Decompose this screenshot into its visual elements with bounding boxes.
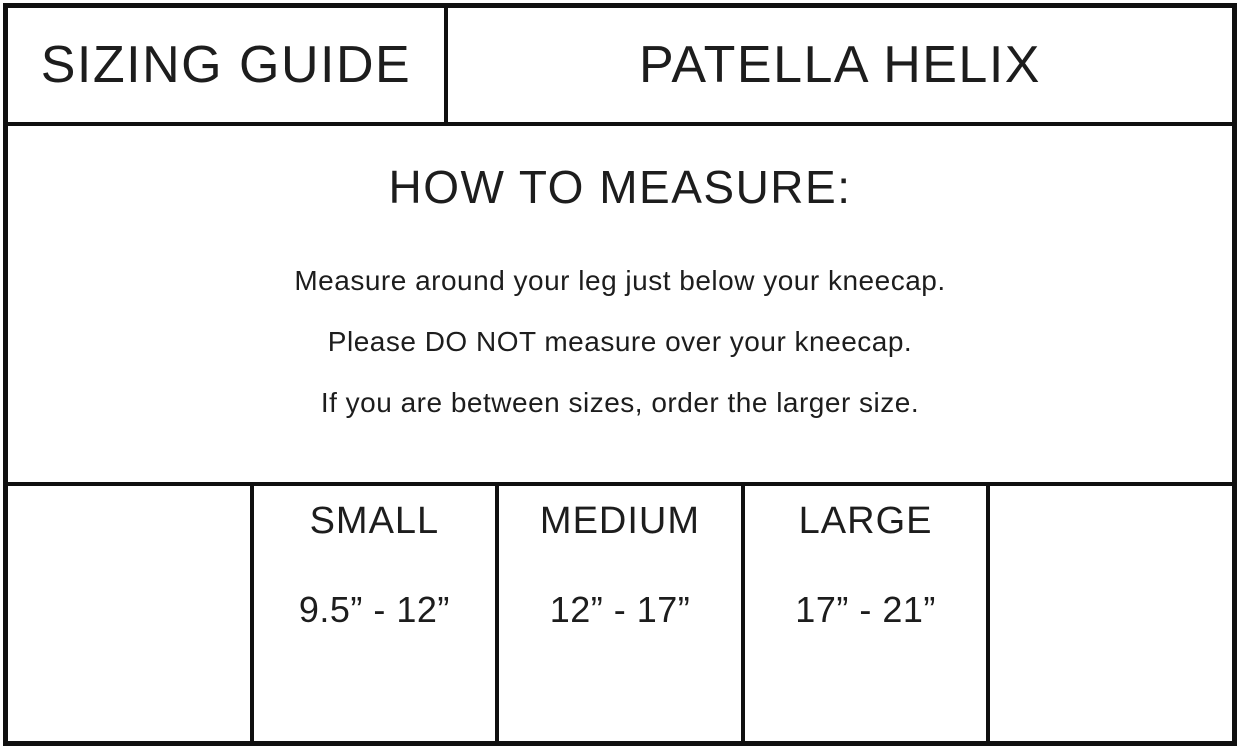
header-row: SIZING GUIDE PATELLA HELIX (8, 8, 1232, 126)
size-cell-empty-left (8, 486, 254, 741)
size-label-large: LARGE (798, 500, 933, 542)
sizing-guide-title: SIZING GUIDE (40, 36, 412, 94)
sizing-guide-title-cell: SIZING GUIDE (8, 8, 448, 122)
size-range-small: 9.5” - 12” (298, 589, 450, 630)
product-title-cell: PATELLA HELIX (448, 8, 1232, 122)
size-cell-large: LARGE 17” - 21” (745, 486, 991, 741)
how-to-measure-heading: HOW TO MEASURE: (388, 161, 852, 213)
size-table-row: SMALL 9.5” - 12” MEDIUM 12” - 17” LARGE … (8, 486, 1232, 741)
size-label-medium: MEDIUM (539, 500, 701, 542)
instruction-line-3: If you are between sizes, order the larg… (320, 387, 920, 418)
instruction-line-1: Measure around your leg just below your … (294, 265, 946, 296)
how-to-measure-section: HOW TO MEASURE: Measure around your leg … (8, 126, 1232, 486)
size-cell-small: SMALL 9.5” - 12” (254, 486, 500, 741)
sizing-guide-sheet: SIZING GUIDE PATELLA HELIX HOW TO MEASUR… (3, 3, 1237, 746)
product-title: PATELLA HELIX (639, 36, 1041, 94)
size-cell-empty-right (990, 486, 1232, 741)
size-cell-medium: MEDIUM 12” - 17” (499, 486, 745, 741)
size-label-small: SMALL (309, 500, 440, 542)
size-range-large: 17” - 21” (795, 589, 936, 630)
instruction-line-2: Please DO NOT measure over your kneecap. (327, 326, 913, 357)
size-range-medium: 12” - 17” (549, 589, 691, 630)
